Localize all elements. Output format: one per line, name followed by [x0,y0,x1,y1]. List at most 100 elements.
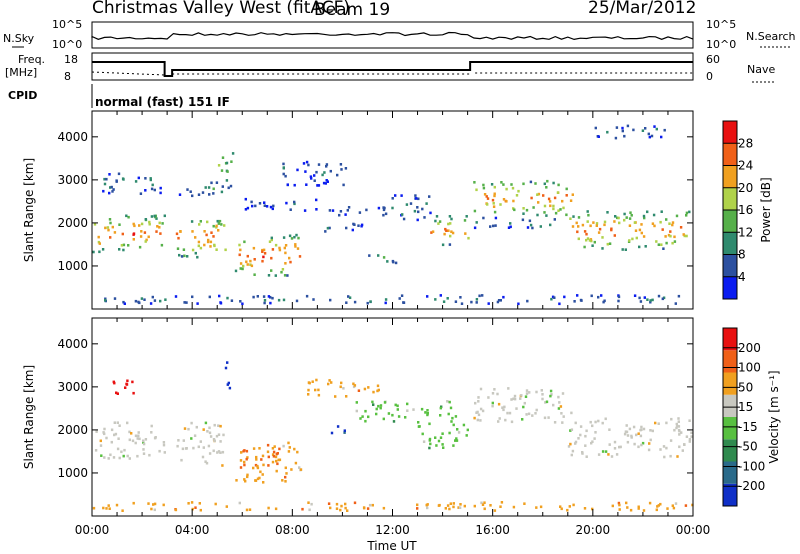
scatter-cell [153,214,156,218]
scatter-cell [562,415,565,418]
scatter-cell [633,442,636,446]
scatter-cell [535,506,538,509]
scatter-cell [545,186,548,189]
scatter-cell [265,205,269,208]
scatter-cell [284,480,287,483]
scatter-cell [137,434,140,438]
scatter-cell [669,454,672,458]
scatter-cell [638,228,642,232]
scatter-cell [271,447,275,450]
scatter-cell [452,505,455,509]
scatter-cell [127,244,130,247]
scatter-cell [254,463,258,467]
scatter-cell [685,234,688,238]
scatter-cell [451,416,454,420]
scatter-cell [243,449,246,452]
scatter-cell [565,213,568,217]
scatter-cell [454,439,457,442]
scatter-cell [617,299,620,303]
colorbar-tick-label: 15 [738,400,753,414]
scatter-cell [108,507,111,510]
scatter-cell [536,193,539,196]
scatter-cell [361,415,364,418]
scatter-cell [185,447,188,450]
scatter-cell [357,224,360,227]
scatter-cell [127,215,130,219]
scatter-cell [325,165,328,168]
scatter-cell [415,197,418,200]
scatter-cell [327,382,330,386]
scatter-cell [688,419,691,422]
scatter-cell [639,434,643,438]
scatter-cell [594,431,597,434]
scatter-cell [293,183,296,187]
scatter-cell [377,206,381,210]
scatter-cell [638,296,641,300]
scatter-cell [307,381,311,384]
scatter-cell [352,382,355,386]
y-tick-label: 4000 [57,130,88,144]
scatter-cell [610,227,613,231]
scatter-cell [317,184,321,187]
scatter-cell [644,127,647,130]
scatter-cell [159,232,162,235]
scatter-cell [545,214,548,217]
scatter-cell [267,274,271,277]
scatter-cell [145,238,148,242]
scatter-cell [99,444,103,447]
scatter-cell [483,507,486,511]
scatter-cell [253,273,256,276]
scatter-cell [457,431,461,434]
scatter-cell [454,415,458,418]
scatter-cell [342,183,345,187]
scatter-cell [158,449,161,453]
scatter-cell [545,400,549,404]
scatter-cell [222,433,225,437]
scatter-cell [366,507,370,510]
scatter-cell [587,213,590,217]
scatter-cell [278,447,281,451]
scatter-cell [368,503,372,507]
scatter-cell [402,217,406,221]
scatter-cell [640,425,643,429]
scatter-cell [191,248,195,252]
scatter-cell [271,207,274,211]
scatter-cell [293,447,296,451]
scatter-cell [637,507,640,510]
scatter-cell [690,435,693,438]
scatter-cell [256,295,259,298]
scatter-cell [293,200,296,204]
scatter-cell [426,413,429,417]
scatter-cell [142,448,145,451]
scatter-cell [396,408,399,411]
colorbar-frame [722,327,738,507]
scatter-cell [600,294,603,297]
scatter-cell [202,446,205,449]
x-tick-label: 20:00 [576,523,611,537]
scatter-cell [416,503,419,507]
scatter-cell [507,226,511,229]
scatter-cell [412,408,415,411]
scatter-cell [269,205,273,209]
scatter-cell [417,421,420,424]
scatter-cell [113,433,116,437]
nsearch-tick-bottom: 10^0 [706,38,736,51]
scatter-cell [110,185,113,189]
colorbar-tick-label: 200 [738,341,761,355]
scatter-cell [353,300,357,304]
velocity-colorbar: 200 100 50 15 -15 -50 -100 -200 [722,327,765,507]
scatter-cell [595,222,599,225]
scatter-cell [406,402,409,406]
scatter-cell [138,224,141,227]
scatter-cell [116,447,120,451]
scatter-cell [215,226,218,229]
scatter-cell [560,507,563,511]
scatter-cell [102,189,105,193]
scatter-cell [101,248,105,251]
scatter-cell [486,197,490,200]
scatter-cell [345,395,348,398]
scatter-cell [586,237,590,240]
scatter-cell [585,429,588,433]
scatter-cell [473,416,476,420]
scatter-cell [357,389,361,392]
